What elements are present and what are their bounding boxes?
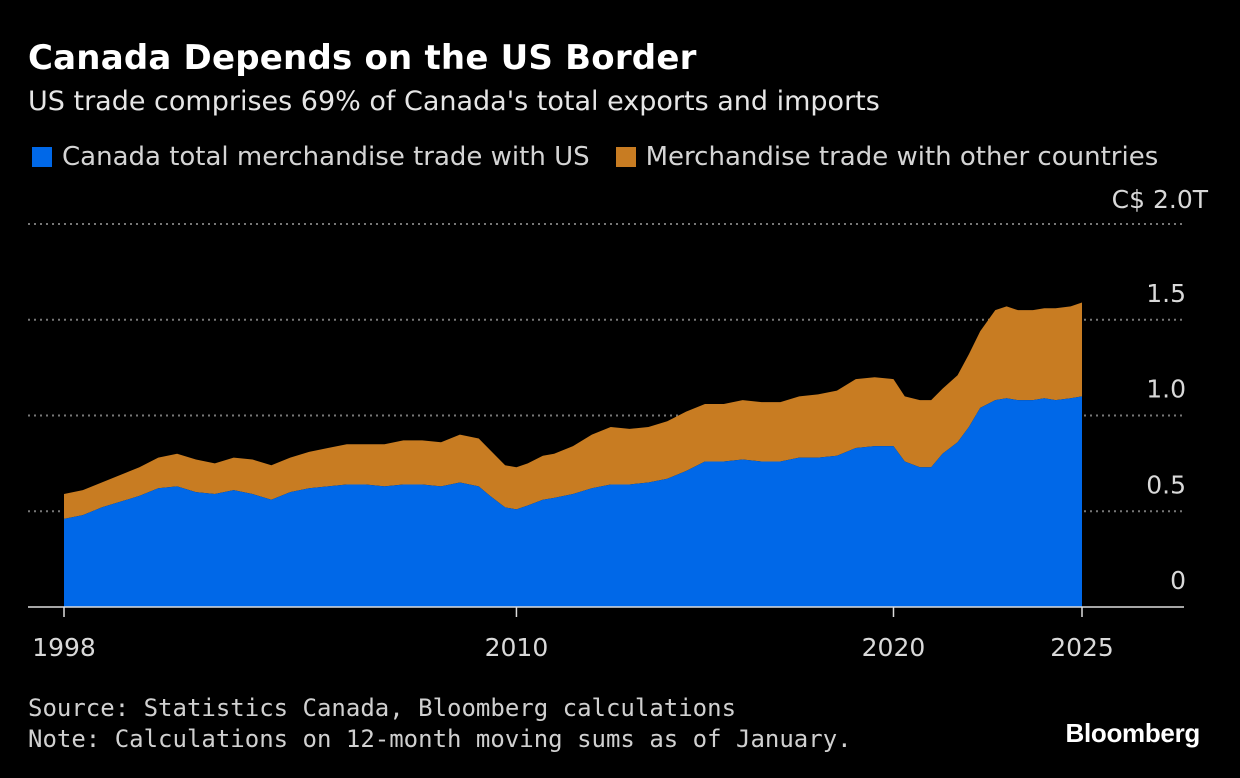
legend-swatch-us xyxy=(32,147,52,167)
legend-label-other: Merchandise trade with other countries xyxy=(645,142,1159,172)
x-tick-label-2: 2020 xyxy=(862,633,926,662)
series-area-us xyxy=(64,396,1082,607)
legend-item-other: Merchandise trade with other countries xyxy=(615,142,1159,172)
legend-item-us: Canada total merchandise trade with US xyxy=(32,142,590,172)
series-area-other-countries xyxy=(64,302,1082,519)
x-tick-label-1: 2010 xyxy=(485,633,549,662)
calculation-note: Note: Calculations on 12-month moving su… xyxy=(28,725,852,753)
legend-label-us: Canada total merchandise trade with US xyxy=(62,142,590,172)
x-tick-label-3: 2025 xyxy=(1050,633,1114,662)
y-tick-label-1: 0.5 xyxy=(1146,470,1186,499)
chart-legend: Canada total merchandise trade with US M… xyxy=(32,142,1184,172)
y-tick-label-3: 1.5 xyxy=(1146,279,1186,308)
source-note: Source: Statistics Canada, Bloomberg cal… xyxy=(28,694,737,722)
y-tick-label-0: 0 xyxy=(1170,566,1186,595)
chart-title: Canada Depends on the US Border xyxy=(28,38,697,78)
chart-subtitle: US trade comprises 69% of Canada's total… xyxy=(28,86,880,117)
bloomberg-logo: Bloomberg xyxy=(1065,718,1200,748)
legend-swatch-other xyxy=(615,147,636,167)
x-tick-label-0: 1998 xyxy=(32,633,96,662)
y-tick-label-4: C$ 2.0T xyxy=(1112,185,1209,214)
y-tick-label-2: 1.0 xyxy=(1146,375,1186,404)
